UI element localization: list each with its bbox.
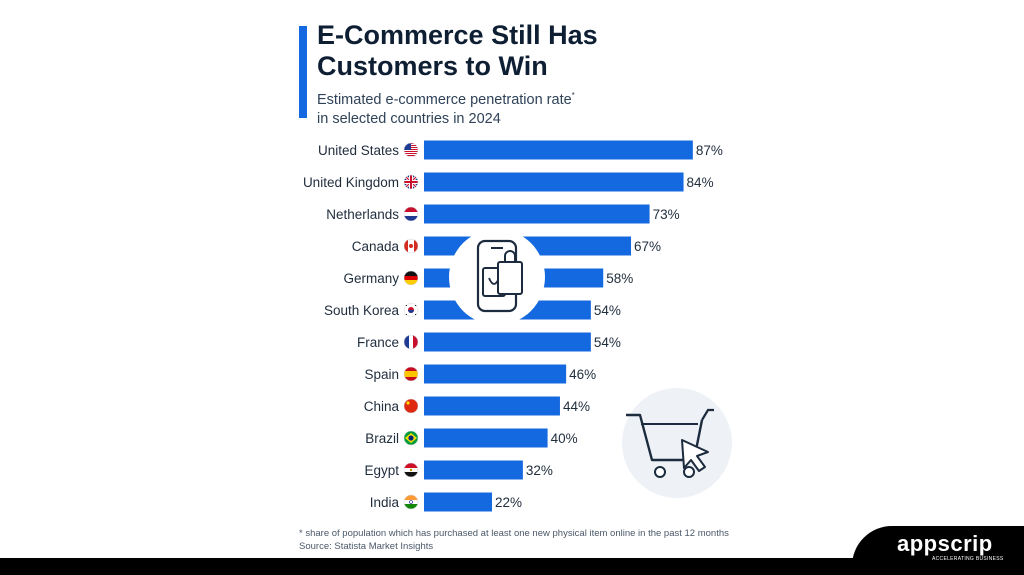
value-label: 73% xyxy=(653,207,680,222)
chart-subtitle: Estimated e-commerce penetration rate* i… xyxy=(317,86,737,129)
value-label: 32% xyxy=(526,463,553,478)
chart-title: E-Commerce Still Has Customers to Win xyxy=(317,20,598,81)
flag-netherlands-icon xyxy=(403,206,419,222)
value-label: 54% xyxy=(594,303,621,318)
value-label: 87% xyxy=(696,143,723,158)
flag-united-kingdom-icon xyxy=(403,174,419,190)
bar-france xyxy=(424,332,591,352)
bar-spain xyxy=(424,364,567,384)
category-label: China xyxy=(364,399,400,414)
bar-egypt xyxy=(424,460,523,480)
category-label: Egypt xyxy=(364,463,399,478)
flag-india-icon xyxy=(403,494,419,510)
footnote: * share of population which has purchase… xyxy=(299,528,729,539)
subtitle-text: Estimated e-commerce penetration rate xyxy=(317,91,572,108)
category-label: Brazil xyxy=(365,431,399,446)
title-accent-bar xyxy=(299,26,307,118)
value-label: 22% xyxy=(495,495,522,510)
flag-germany-icon xyxy=(403,270,419,286)
bar-united-states xyxy=(424,140,693,160)
value-label: 67% xyxy=(634,239,661,254)
flag-spain-icon xyxy=(403,366,419,382)
flag-brazil-icon xyxy=(403,430,419,446)
category-label: India xyxy=(370,495,400,510)
value-label: 84% xyxy=(687,175,714,190)
value-label: 40% xyxy=(551,431,578,446)
bottom-bar xyxy=(0,558,1024,575)
subtitle-text-line2: in selected countries in 2024 xyxy=(317,110,501,127)
bar-china xyxy=(424,396,560,416)
category-label: Germany xyxy=(343,271,399,286)
flag-france-icon xyxy=(403,334,419,350)
category-label: Canada xyxy=(352,239,400,254)
category-label: South Korea xyxy=(324,303,400,318)
category-label: Spain xyxy=(364,367,399,382)
bar-netherlands xyxy=(424,204,650,224)
brand-logo: appscrip xyxy=(897,531,993,556)
bar-brazil xyxy=(424,428,548,448)
value-label: 54% xyxy=(594,335,621,350)
category-label: United Kingdom xyxy=(303,175,399,190)
flag-united-states-icon xyxy=(403,142,419,158)
bar-united-kingdom xyxy=(424,172,684,192)
value-label: 44% xyxy=(563,399,590,414)
flag-canada-icon xyxy=(403,238,419,254)
flag-egypt-icon xyxy=(403,462,419,478)
brand-tagline: ACCELERATING BUSINESS xyxy=(932,556,1004,562)
flag-china-icon xyxy=(403,398,419,414)
category-label: Netherlands xyxy=(326,207,399,222)
category-label: United States xyxy=(318,143,399,158)
category-label: France xyxy=(357,335,399,350)
value-label: 46% xyxy=(569,367,596,382)
value-label: 58% xyxy=(606,271,633,286)
flag-south-korea-icon xyxy=(403,302,419,318)
phone-shopping-bag-icon xyxy=(449,229,545,325)
source-note: Source: Statista Market Insights xyxy=(299,541,434,552)
bar-india xyxy=(424,492,492,512)
logo-background xyxy=(852,526,1024,575)
shopping-cart-cursor-icon xyxy=(626,408,714,478)
subtitle-footnote-mark: * xyxy=(571,91,575,100)
cart-background-circle xyxy=(622,388,732,498)
